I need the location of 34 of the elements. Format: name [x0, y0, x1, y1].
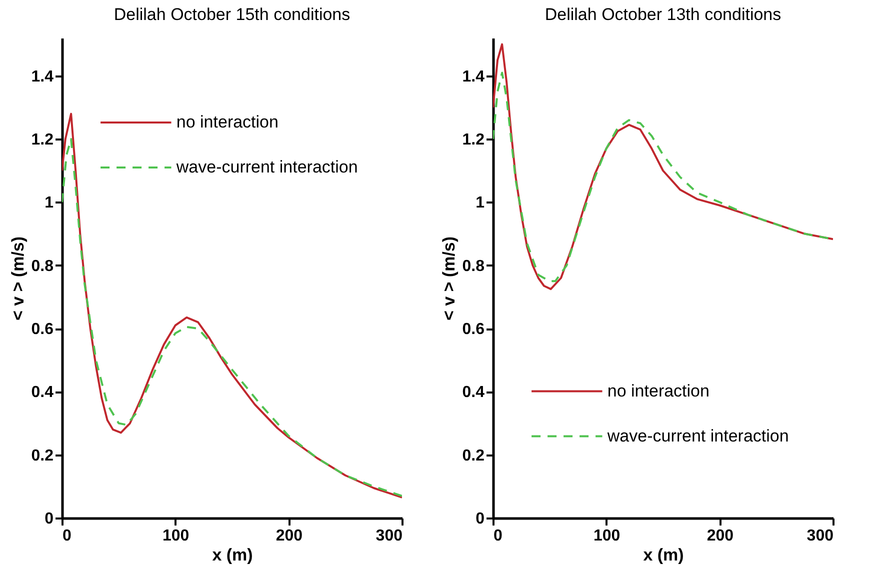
x-axis-title: x (m): [643, 546, 684, 564]
y-tick-label: 0.6: [31, 321, 54, 338]
y-axis-title: < v > (m/s): [8, 236, 28, 321]
x-tick-label: 200: [706, 528, 734, 544]
x-tick-label: 300: [376, 528, 403, 544]
x-tick-label: 0: [494, 528, 502, 544]
y-tick-label: 0.2: [462, 447, 485, 464]
y-tick-label: 1.2: [462, 132, 485, 149]
y-tick-label: 0.6: [462, 321, 485, 338]
x-tick-label: 0: [62, 528, 72, 544]
legend-label: no interaction: [176, 112, 278, 132]
x-tick-label: 200: [276, 528, 303, 544]
legend-label: wave-current interaction: [175, 158, 358, 176]
y-tick-label: 0: [476, 510, 485, 528]
y-tick-label: 1.4: [31, 68, 54, 86]
x-tick-label: 300: [806, 528, 834, 544]
y-tick-label: 1: [44, 194, 54, 212]
chart-title: Delilah October 13th conditions: [544, 5, 782, 24]
y-tick-label: 0.4: [462, 384, 485, 402]
y-tick-label: 1.4: [462, 68, 485, 86]
y-tick-label: 0.2: [31, 447, 54, 464]
legend-label: no interaction: [607, 381, 710, 400]
legend-label: wave-current interaction: [606, 426, 789, 446]
y-tick-label: 0.8: [31, 258, 54, 275]
y-tick-label: 1.2: [31, 132, 54, 149]
y-axis-title: < v > (m/s): [439, 236, 458, 321]
x-tick-label: 100: [593, 528, 620, 544]
x-tick-label: 100: [162, 528, 190, 544]
y-tick-label: 0: [44, 510, 54, 528]
y-tick-label: 0.4: [31, 384, 54, 402]
y-tick-label: 0.8: [462, 258, 485, 275]
chart-title: Delilah October 15th conditions: [114, 5, 350, 24]
y-tick-label: 1: [476, 194, 485, 212]
x-axis-title: x (m): [212, 546, 253, 564]
